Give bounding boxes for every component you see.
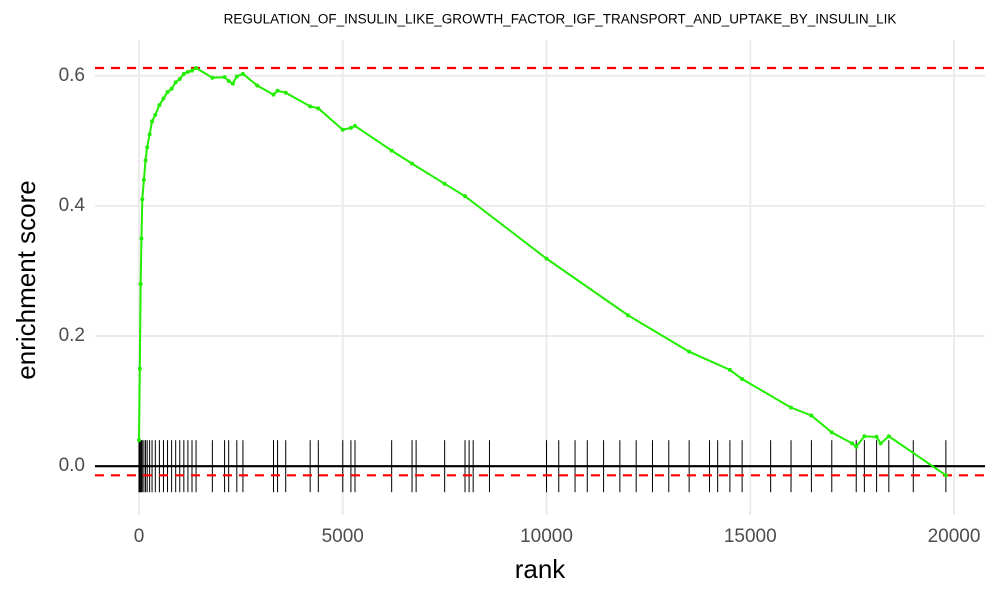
es-point <box>165 90 170 95</box>
es-point <box>727 367 732 372</box>
es-point <box>181 71 186 76</box>
es-point <box>283 90 288 95</box>
es-point <box>874 434 879 439</box>
es-point <box>389 148 394 153</box>
es-point <box>153 112 158 117</box>
y-tick-label: 0.6 <box>59 65 85 86</box>
es-point <box>740 377 745 382</box>
x-axis-label: rank <box>515 554 567 584</box>
es-point <box>177 77 182 82</box>
es-point <box>141 177 146 182</box>
x-tick-label: 0 <box>134 526 145 547</box>
es-point <box>275 88 280 93</box>
es-point <box>442 181 447 186</box>
es-point <box>173 80 178 85</box>
ticks: 0 5000 10000 15000 20000 0.0 0.2 0.4 0.6 <box>59 65 981 547</box>
es-point <box>544 256 549 261</box>
es-point <box>185 69 190 74</box>
x-tick-label: 10000 <box>520 526 573 547</box>
plot-area <box>95 65 985 493</box>
es-point <box>687 349 692 354</box>
es-point <box>809 413 814 418</box>
es-point <box>340 127 345 132</box>
es-point <box>308 104 313 109</box>
es-point <box>137 366 142 371</box>
x-tick-label: 15000 <box>724 526 777 547</box>
es-point <box>169 86 174 91</box>
es-point <box>137 438 142 443</box>
es-point <box>850 441 855 446</box>
es-point <box>138 282 143 287</box>
es-point <box>140 197 145 202</box>
es-point <box>316 106 321 111</box>
es-point <box>147 132 152 137</box>
es-point <box>463 194 468 199</box>
y-tick-label: 0.2 <box>59 325 85 346</box>
es-point <box>189 68 194 73</box>
es-point <box>352 123 357 128</box>
es-point <box>139 236 144 241</box>
x-tick-label: 5000 <box>322 526 364 547</box>
es-point <box>862 434 867 439</box>
es-point <box>829 430 834 435</box>
es-point <box>194 65 199 70</box>
x-tick-label: 20000 <box>928 526 981 547</box>
es-point <box>943 473 948 478</box>
es-point <box>410 161 415 166</box>
es-point <box>854 444 859 449</box>
es-point <box>161 96 166 101</box>
chart-title: REGULATION_OF_INSULIN_LIKE_GROWTH_FACTOR… <box>224 12 897 27</box>
es-point <box>150 119 155 124</box>
es-point <box>240 71 245 76</box>
es-point <box>143 158 148 163</box>
es-point <box>348 125 353 130</box>
y-tick-label: 0.0 <box>59 455 85 476</box>
es-point <box>255 83 260 88</box>
es-point <box>789 405 794 410</box>
es-point <box>234 74 239 79</box>
es-point <box>157 103 162 108</box>
es-point <box>226 78 231 83</box>
y-tick-label: 0.4 <box>59 195 86 216</box>
es-line <box>138 66 947 477</box>
es-point <box>145 145 150 150</box>
y-axis-label: enrichment score <box>11 180 41 379</box>
es-point <box>210 75 215 80</box>
es-point <box>626 313 631 318</box>
es-point <box>230 81 235 86</box>
es-point <box>878 441 883 446</box>
es-point <box>271 92 276 97</box>
es-point <box>886 434 891 439</box>
es-point <box>222 75 227 80</box>
